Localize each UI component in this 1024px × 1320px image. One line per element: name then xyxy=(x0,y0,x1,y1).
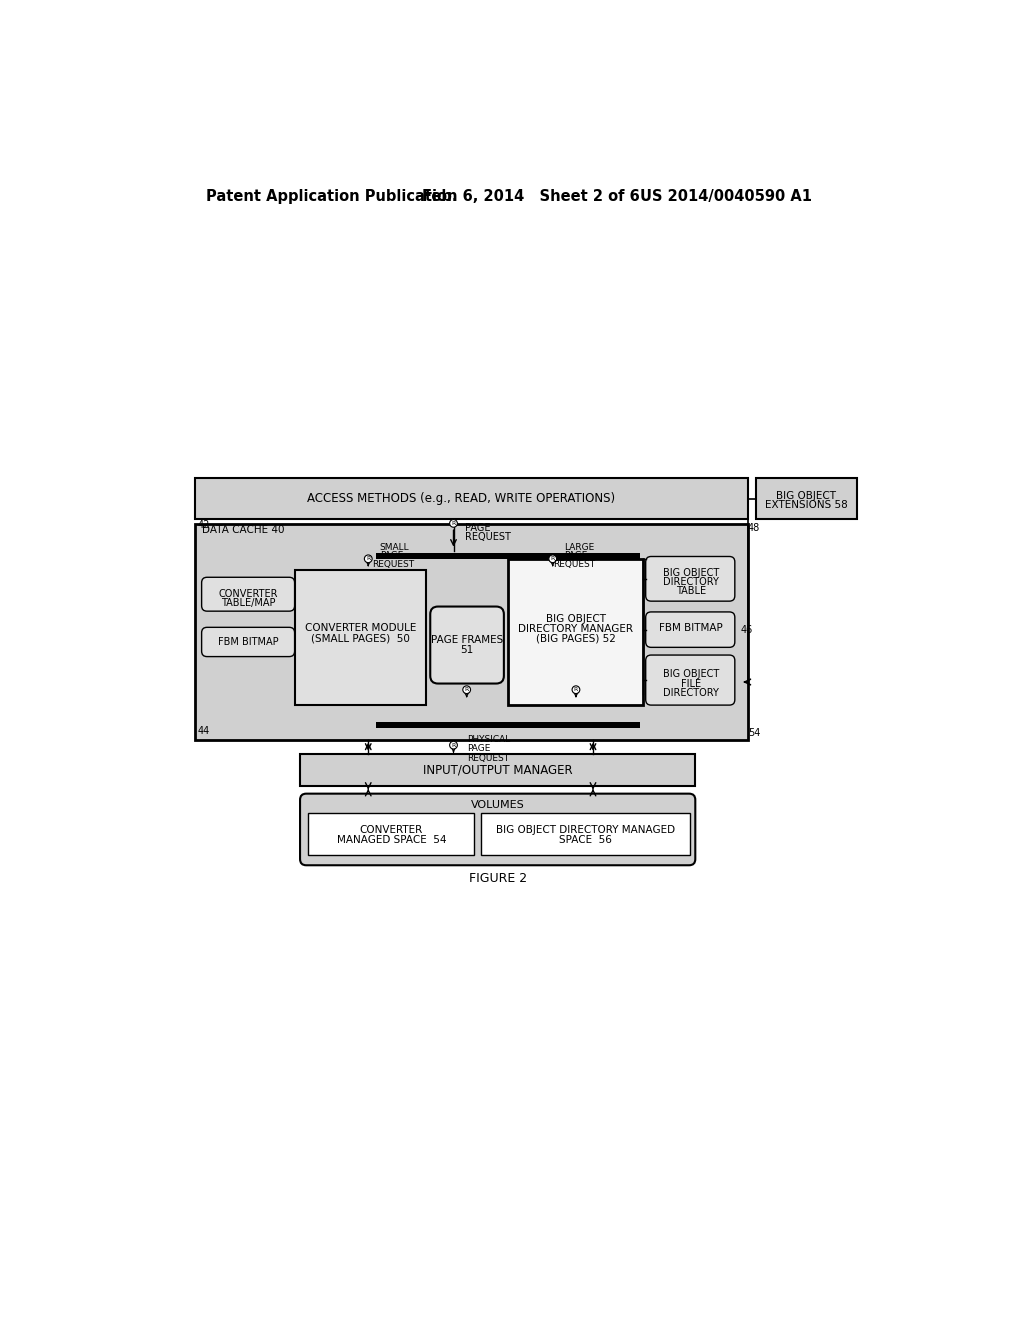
Text: DIRECTORY: DIRECTORY xyxy=(663,688,719,698)
Text: DATA CACHE 40: DATA CACHE 40 xyxy=(202,524,284,535)
Text: VOLUMES: VOLUMES xyxy=(471,800,524,810)
Text: BIG OBJECT DIRECTORY MANAGED: BIG OBJECT DIRECTORY MANAGED xyxy=(496,825,675,834)
Text: FBM BITMAP: FBM BITMAP xyxy=(658,623,723,634)
Text: PAGE: PAGE xyxy=(380,552,403,560)
Bar xyxy=(376,722,640,729)
Text: DIRECTORY MANAGER: DIRECTORY MANAGER xyxy=(518,624,634,634)
FancyBboxPatch shape xyxy=(202,627,295,656)
Bar xyxy=(480,813,690,855)
Text: CONVERTER: CONVERTER xyxy=(359,825,423,834)
Text: FBM BITMAP: FBM BITMAP xyxy=(218,638,279,647)
FancyBboxPatch shape xyxy=(202,577,295,611)
Text: PHYSICAL: PHYSICAL xyxy=(467,735,510,744)
Circle shape xyxy=(365,554,372,562)
Text: PAGE: PAGE xyxy=(564,552,588,560)
Text: SPACE  56: SPACE 56 xyxy=(559,834,611,845)
Text: R: R xyxy=(573,688,579,692)
Text: (SMALL PAGES)  50: (SMALL PAGES) 50 xyxy=(311,634,410,643)
Circle shape xyxy=(450,520,458,527)
FancyBboxPatch shape xyxy=(300,793,695,866)
Text: BIG OBJECT: BIG OBJECT xyxy=(663,669,719,680)
Text: (BIG PAGES) 52: (BIG PAGES) 52 xyxy=(536,634,615,644)
Text: R: R xyxy=(452,521,456,525)
Text: 44: 44 xyxy=(198,726,210,737)
Bar xyxy=(756,478,856,519)
Text: TABLE/MAP: TABLE/MAP xyxy=(221,598,275,609)
Text: R: R xyxy=(452,743,456,747)
Text: SMALL: SMALL xyxy=(380,543,410,552)
Text: BIG OBJECT: BIG OBJECT xyxy=(546,614,606,624)
Text: DIRECTORY: DIRECTORY xyxy=(663,577,719,587)
Text: ACCESS METHODS (e.g., READ, WRITE OPERATIONS): ACCESS METHODS (e.g., READ, WRITE OPERAT… xyxy=(307,492,615,506)
Bar xyxy=(196,478,748,519)
Bar xyxy=(508,558,643,705)
Text: 51: 51 xyxy=(460,644,473,655)
Text: US 2014/0040590 A1: US 2014/0040590 A1 xyxy=(640,189,811,205)
Text: INPUT/OUTPUT MANAGER: INPUT/OUTPUT MANAGER xyxy=(423,763,572,776)
FancyBboxPatch shape xyxy=(646,655,735,705)
Text: CONVERTER MODULE: CONVERTER MODULE xyxy=(305,623,416,634)
Text: REQUEST: REQUEST xyxy=(467,754,509,763)
Bar xyxy=(300,754,695,785)
FancyBboxPatch shape xyxy=(646,612,735,647)
Text: TABLE: TABLE xyxy=(676,586,706,597)
Text: PAGE FRAMES: PAGE FRAMES xyxy=(430,635,503,644)
Text: R: R xyxy=(465,688,469,692)
Text: 48: 48 xyxy=(748,523,760,533)
Circle shape xyxy=(572,686,580,693)
Text: REQUEST: REQUEST xyxy=(372,560,415,569)
Text: MANAGED SPACE  54: MANAGED SPACE 54 xyxy=(337,834,446,845)
FancyBboxPatch shape xyxy=(430,607,504,684)
Text: 42: 42 xyxy=(198,520,210,529)
Text: R: R xyxy=(367,556,371,561)
Bar xyxy=(295,570,426,705)
Circle shape xyxy=(463,686,471,693)
Text: FILE: FILE xyxy=(681,678,700,689)
Text: CONVERTER: CONVERTER xyxy=(218,589,278,599)
FancyBboxPatch shape xyxy=(646,557,735,601)
Text: 46: 46 xyxy=(740,624,753,635)
Text: PAGE: PAGE xyxy=(467,744,490,754)
Text: EXTENSIONS 58: EXTENSIONS 58 xyxy=(765,500,848,510)
Bar xyxy=(376,553,640,558)
Text: 54: 54 xyxy=(748,729,761,738)
Text: Patent Application Publication: Patent Application Publication xyxy=(206,189,457,205)
Circle shape xyxy=(549,554,557,562)
Text: BIG OBJECT: BIG OBJECT xyxy=(663,568,719,578)
Bar xyxy=(196,524,748,739)
Text: REQUEST: REQUEST xyxy=(465,532,511,543)
Bar xyxy=(308,813,474,855)
Text: R: R xyxy=(551,556,555,561)
Text: FIGURE 2: FIGURE 2 xyxy=(469,871,526,884)
Text: LARGE: LARGE xyxy=(564,543,595,552)
Text: PAGE: PAGE xyxy=(465,523,490,533)
Text: REQUEST: REQUEST xyxy=(553,560,595,569)
Text: Feb. 6, 2014   Sheet 2 of 6: Feb. 6, 2014 Sheet 2 of 6 xyxy=(423,189,640,205)
Circle shape xyxy=(450,742,458,748)
Text: BIG OBJECT: BIG OBJECT xyxy=(776,491,837,500)
